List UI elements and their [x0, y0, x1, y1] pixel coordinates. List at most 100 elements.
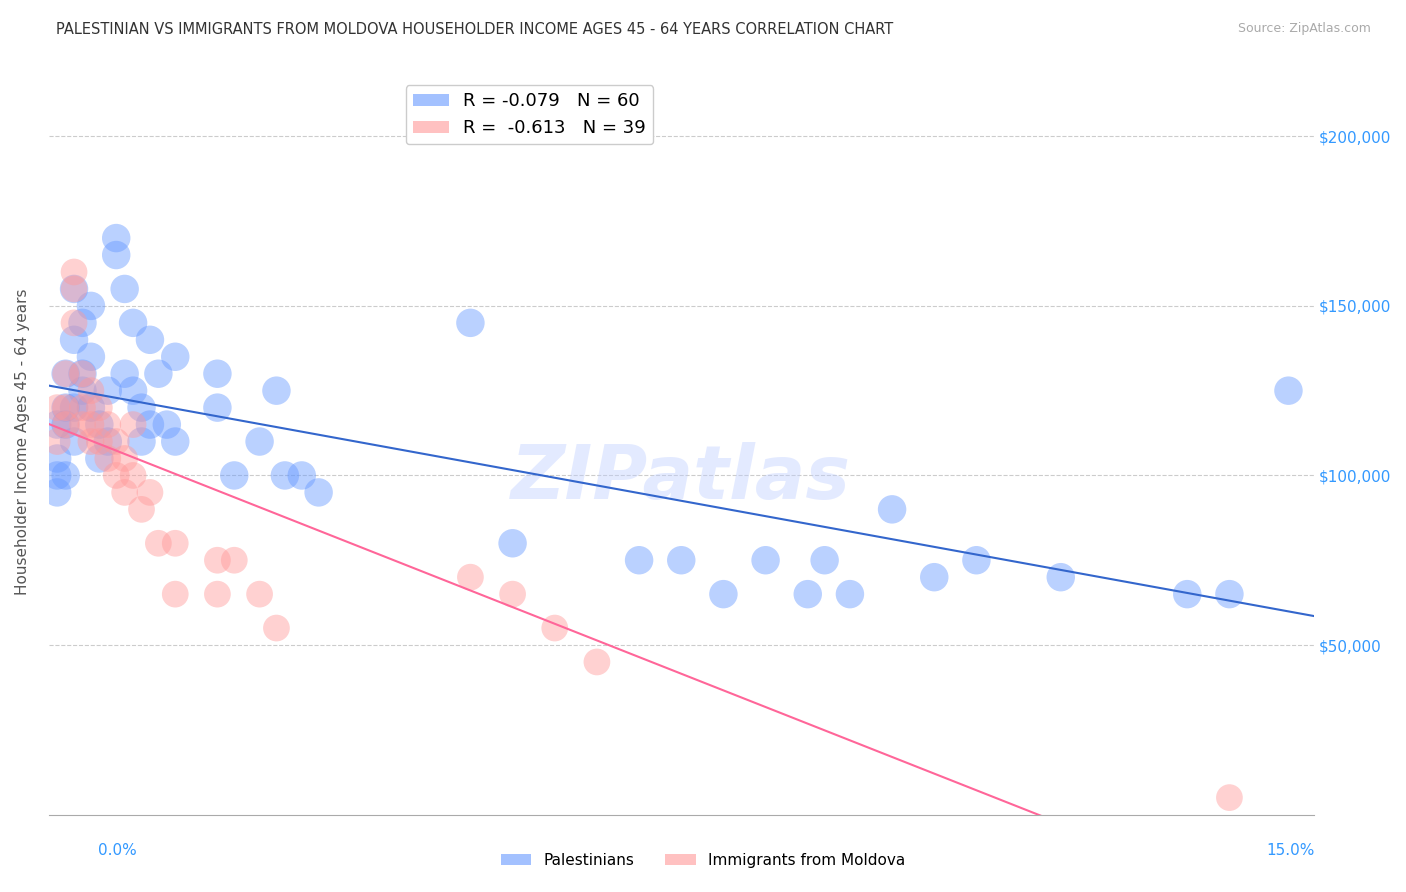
Point	[1049, 570, 1071, 584]
Point	[1218, 587, 1240, 601]
Point	[63, 316, 86, 330]
Point	[460, 570, 482, 584]
Point	[165, 536, 187, 550]
Point	[671, 553, 693, 567]
Point	[97, 451, 120, 466]
Point	[97, 384, 120, 398]
Text: PALESTINIAN VS IMMIGRANTS FROM MOLDOVA HOUSEHOLDER INCOME AGES 45 - 64 YEARS COR: PALESTINIAN VS IMMIGRANTS FROM MOLDOVA H…	[56, 22, 893, 37]
Point	[72, 367, 94, 381]
Point	[814, 553, 837, 567]
Point	[114, 282, 136, 296]
Point	[63, 282, 86, 296]
Point	[628, 553, 651, 567]
Point	[139, 333, 162, 347]
Point	[72, 316, 94, 330]
Point	[207, 367, 229, 381]
Point	[291, 468, 314, 483]
Point	[1277, 384, 1299, 398]
Point	[224, 553, 246, 567]
Point	[72, 367, 94, 381]
Point	[89, 401, 111, 415]
Point	[308, 485, 330, 500]
Point	[139, 485, 162, 500]
Point	[46, 434, 69, 449]
Point	[207, 401, 229, 415]
Point	[249, 587, 271, 601]
Point	[122, 316, 145, 330]
Point	[63, 265, 86, 279]
Point	[105, 231, 128, 245]
Point	[207, 553, 229, 567]
Point	[46, 417, 69, 432]
Point	[46, 451, 69, 466]
Point	[105, 248, 128, 262]
Point	[80, 401, 103, 415]
Legend: R = -0.079   N = 60, R =  -0.613   N = 39: R = -0.079 N = 60, R = -0.613 N = 39	[405, 85, 654, 145]
Point	[502, 587, 524, 601]
Point	[114, 485, 136, 500]
Point	[165, 434, 187, 449]
Point	[156, 417, 179, 432]
Point	[1175, 587, 1198, 601]
Point	[586, 655, 609, 669]
Point	[89, 417, 111, 432]
Point	[105, 468, 128, 483]
Point	[207, 587, 229, 601]
Text: 15.0%: 15.0%	[1267, 843, 1315, 858]
Text: Source: ZipAtlas.com: Source: ZipAtlas.com	[1237, 22, 1371, 36]
Point	[880, 502, 903, 516]
Point	[55, 367, 77, 381]
Point	[97, 417, 120, 432]
Point	[139, 417, 162, 432]
Point	[922, 570, 945, 584]
Point	[131, 502, 153, 516]
Legend: Palestinians, Immigrants from Moldova: Palestinians, Immigrants from Moldova	[495, 847, 911, 873]
Point	[148, 536, 170, 550]
Point	[165, 587, 187, 601]
Point	[965, 553, 987, 567]
Point	[72, 401, 94, 415]
Y-axis label: Householder Income Ages 45 - 64 years: Householder Income Ages 45 - 64 years	[15, 288, 30, 595]
Point	[55, 401, 77, 415]
Point	[46, 468, 69, 483]
Point	[266, 621, 288, 635]
Point	[131, 434, 153, 449]
Point	[63, 282, 86, 296]
Point	[122, 468, 145, 483]
Point	[80, 299, 103, 313]
Point	[114, 451, 136, 466]
Point	[755, 553, 778, 567]
Point	[122, 384, 145, 398]
Point	[46, 401, 69, 415]
Point	[72, 384, 94, 398]
Point	[63, 333, 86, 347]
Point	[55, 468, 77, 483]
Point	[713, 587, 735, 601]
Point	[131, 401, 153, 415]
Point	[89, 434, 111, 449]
Point	[838, 587, 860, 601]
Point	[55, 417, 77, 432]
Point	[55, 401, 77, 415]
Point	[80, 384, 103, 398]
Text: 0.0%: 0.0%	[98, 843, 138, 858]
Point	[72, 417, 94, 432]
Point	[224, 468, 246, 483]
Point	[1218, 790, 1240, 805]
Point	[80, 417, 103, 432]
Point	[55, 417, 77, 432]
Point	[89, 451, 111, 466]
Point	[266, 384, 288, 398]
Point	[165, 350, 187, 364]
Point	[797, 587, 820, 601]
Text: ZIPatlas: ZIPatlas	[512, 442, 851, 516]
Point	[80, 350, 103, 364]
Point	[122, 417, 145, 432]
Point	[63, 401, 86, 415]
Point	[460, 316, 482, 330]
Point	[46, 485, 69, 500]
Point	[55, 367, 77, 381]
Point	[148, 367, 170, 381]
Point	[274, 468, 297, 483]
Point	[105, 434, 128, 449]
